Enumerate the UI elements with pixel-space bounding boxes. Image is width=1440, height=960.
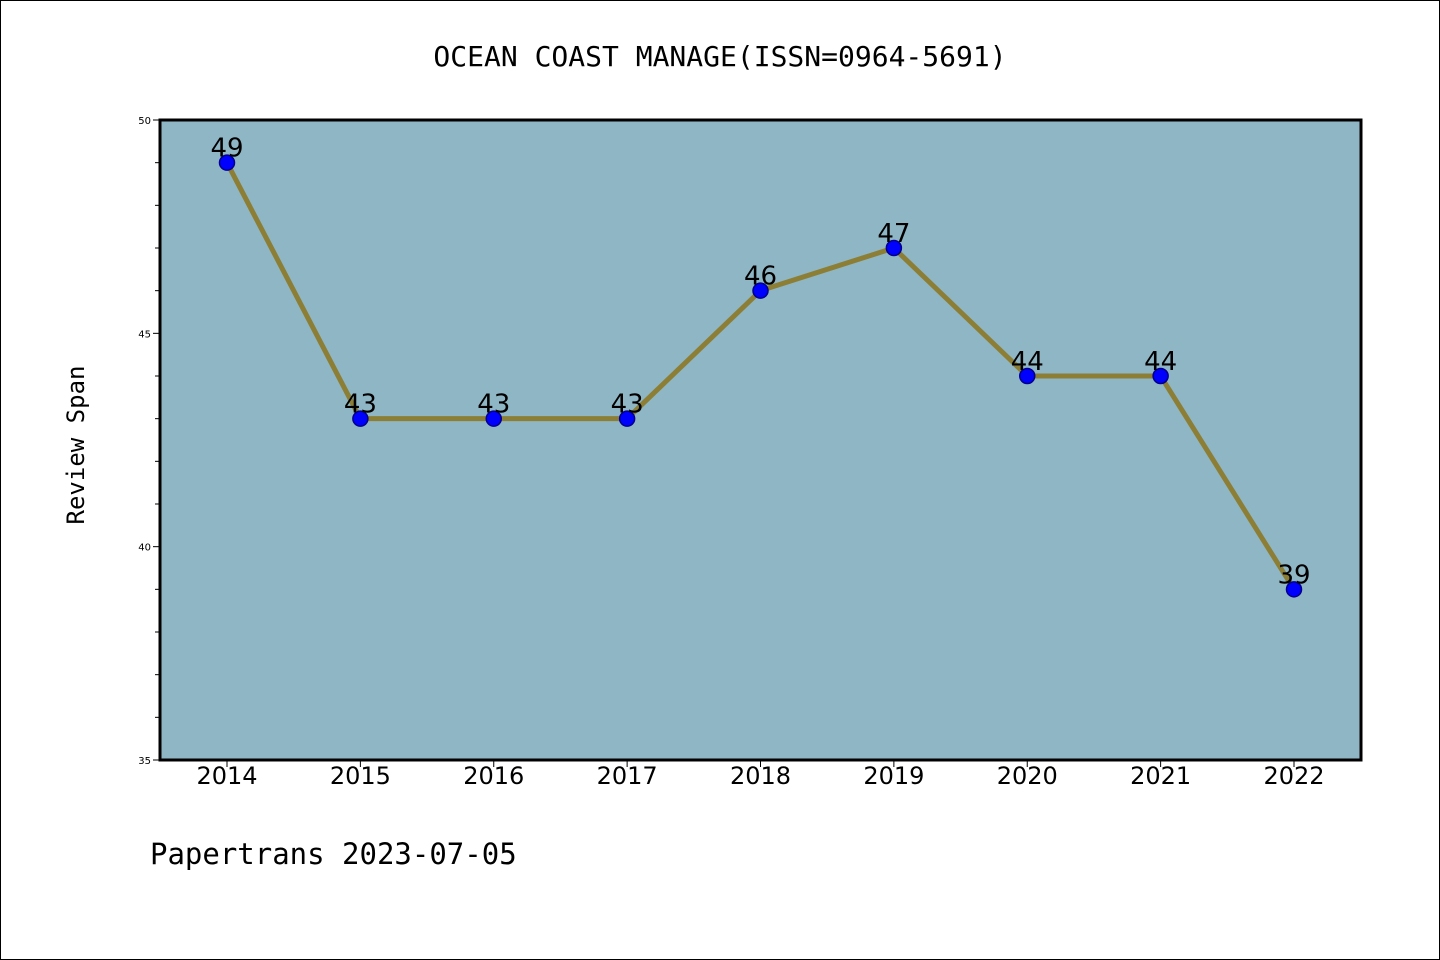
x-tick-label: 2022 (1263, 762, 1324, 790)
footer-text: Papertrans 2023-07-05 (150, 837, 517, 871)
y-axis: 35 40 45 50 (138, 116, 160, 767)
data-point (1019, 367, 1036, 385)
data-point (618, 410, 636, 427)
data-point (1285, 581, 1303, 598)
data-label: 47 (877, 219, 910, 249)
x-tick-label: 2014 (196, 762, 257, 790)
x-axis: 2014 2015 2016 2017 2018 2019 2020 2021 2022 (196, 760, 1325, 790)
y-axis-label: Review Span (62, 366, 90, 525)
plot-area (158, 118, 1363, 762)
data-labels-group: 49 43 43 43 46 47 44 44 39 (210, 134, 1310, 591)
data-point (885, 239, 903, 257)
data-point (218, 154, 236, 171)
y-tick-label: 45 (138, 329, 151, 340)
chart-title: OCEAN COAST MANAGE(ISSN=0964-5691) (433, 40, 1006, 73)
data-point (352, 410, 369, 427)
data-label: 44 (1144, 347, 1177, 377)
y-tick-label: 40 (138, 543, 151, 554)
data-label: 46 (744, 262, 777, 292)
x-tick-label: 2017 (597, 762, 658, 790)
data-label: 43 (477, 390, 510, 420)
y-tick-label: 50 (138, 116, 151, 127)
x-tick-label: 2018 (730, 762, 791, 790)
data-point (485, 410, 502, 427)
data-point (1152, 367, 1169, 385)
x-tick-label: 2016 (463, 762, 524, 790)
x-tick-label: 2020 (997, 762, 1058, 790)
data-label: 44 (1011, 347, 1044, 377)
data-label: 43 (611, 390, 644, 420)
data-point (752, 282, 769, 299)
data-label: 39 (1277, 560, 1310, 590)
x-tick-label: 2015 (330, 762, 391, 790)
markers-group (218, 154, 1303, 598)
x-tick-label: 2019 (863, 762, 924, 790)
x-tick-label: 2021 (1130, 762, 1191, 790)
y-tick-label: 35 (138, 756, 151, 767)
data-label: 43 (344, 390, 377, 420)
data-label: 49 (210, 134, 243, 164)
